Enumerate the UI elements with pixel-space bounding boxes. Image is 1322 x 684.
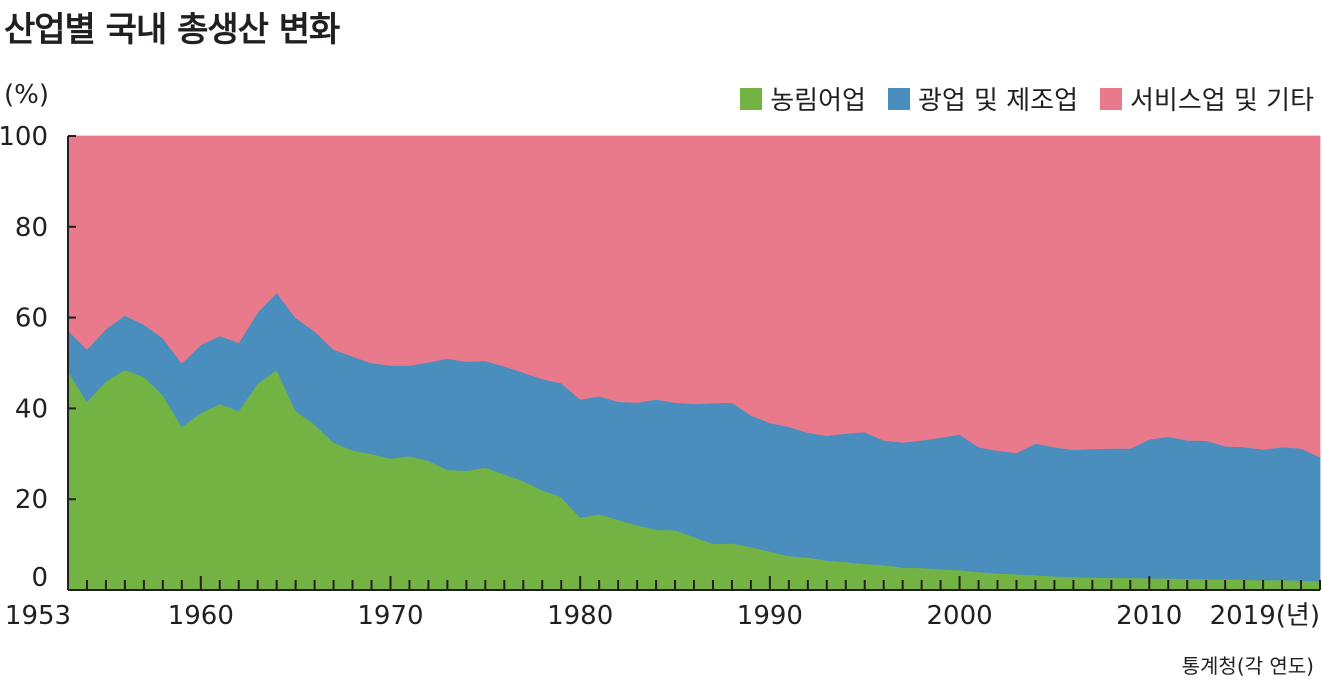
- legend-swatch-manufacturing: [887, 87, 910, 110]
- x-tick-label: 1980: [547, 601, 613, 631]
- legend-item-agriculture: 농림어업: [740, 80, 866, 117]
- chart-title: 산업별 국내 총생산 변화: [4, 10, 340, 50]
- legend-item-services: 서비스업 및 기타: [1100, 80, 1314, 117]
- area-services: [67, 135, 1321, 458]
- y-tick-label: 80: [15, 213, 48, 243]
- legend-label-manufacturing: 광업 및 제조업: [917, 86, 1079, 116]
- y-tick-label: 40: [15, 394, 48, 424]
- legend-label-services: 서비스업 및 기타: [1130, 86, 1314, 116]
- source-note: 통계청(각 연도): [1181, 654, 1314, 678]
- legend-swatch-agriculture: [740, 87, 763, 110]
- legend-swatch-services: [1100, 87, 1123, 110]
- x-tick-label: 1990: [737, 601, 803, 631]
- y-tick-label: 60: [15, 304, 48, 334]
- x-tick-label: 2010: [1116, 601, 1182, 631]
- x-tick-label: 1960: [168, 601, 234, 631]
- legend-item-manufacturing: 광업 및 제조업: [887, 80, 1079, 117]
- x-tick-label: 1970: [357, 601, 423, 631]
- y-tick-label: 100: [0, 122, 48, 152]
- y-tick-label: 20: [15, 485, 48, 515]
- legend-label-agriculture: 농림어업: [770, 86, 866, 116]
- x-tick-label: 2000: [926, 601, 992, 631]
- x-end-label: 2019(년): [1210, 601, 1320, 631]
- y-axis-unit: (%): [4, 80, 49, 110]
- y-tick-label: 0: [31, 563, 48, 593]
- legend: 농림어업 광업 및 제조업 서비스업 및 기타: [740, 80, 1314, 117]
- x-tick-label: 1953: [5, 601, 71, 631]
